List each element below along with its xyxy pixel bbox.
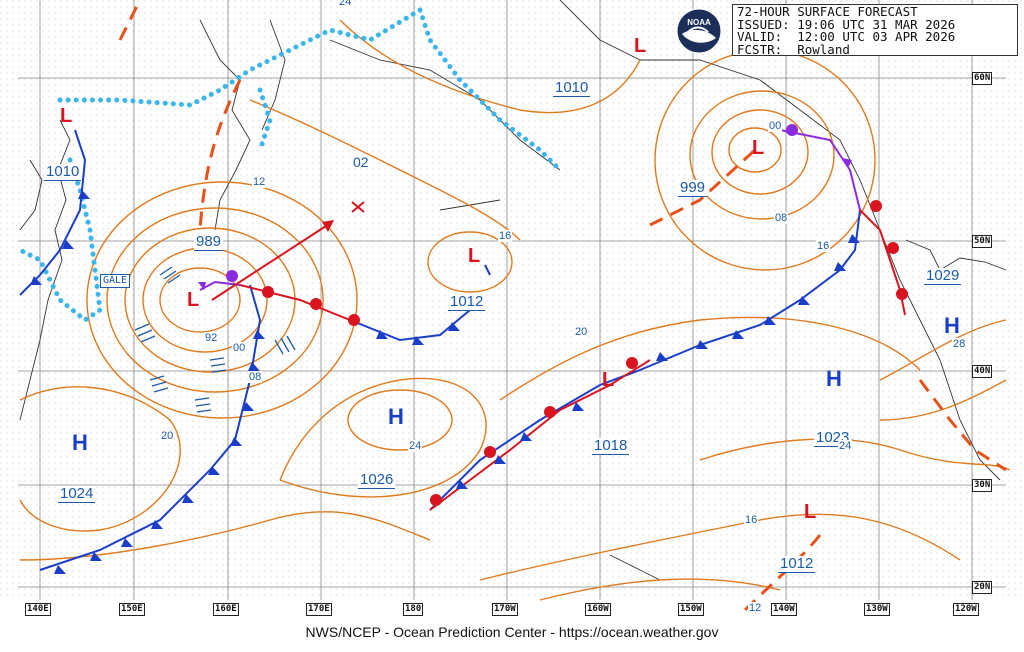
pressure-1010-west: 1010 (44, 163, 82, 181)
high-symbol-west: H (72, 430, 88, 455)
isobar-label-12-south: 12 (748, 602, 763, 614)
lon-label-160e: 160E (213, 603, 239, 616)
lon-label-150w: 150W (678, 603, 704, 616)
isobar-label-92: 92 (204, 332, 219, 344)
lat-label-60n: 60N (972, 72, 993, 85)
isobar-label-16-central: 16 (498, 230, 513, 242)
noaa-logo: NOAA (676, 8, 722, 54)
ice-edge (17, 7, 563, 324)
isobar-label-20-west: 20 (160, 430, 175, 442)
pressure-1018: 1018 (592, 437, 630, 455)
lon-label-170w: 170W (492, 603, 518, 616)
header-title: 72-HOUR SURFACE FORECAST (737, 4, 918, 19)
header-valid: VALID: 12:00 UTC 03 APR 2026 (737, 29, 956, 44)
pressure-1012-south: 1012 (778, 555, 816, 573)
coastlines (19, 0, 1007, 581)
noaa-logo-text: NOAA (687, 18, 711, 27)
lat-label-40n: 40N (972, 365, 993, 378)
isobar-label-20-central: 20 (574, 326, 589, 338)
lon-label-120w: 120W (953, 603, 979, 616)
isobar-label-00-west: 00 (232, 342, 247, 354)
header-issued: ISSUED: 19:06 UTC 31 MAR 2026 (737, 16, 956, 32)
lon-label-180: 180 (403, 603, 424, 616)
pressure-989: 989 (194, 233, 224, 251)
isobar-label-02: 02 (352, 154, 370, 170)
low-symbol-central: L (468, 245, 481, 267)
header-forecaster: FCSTR: Rowland (737, 41, 850, 57)
lon-label-140w: 140W (771, 603, 797, 616)
low-symbol-storm: L (187, 289, 200, 311)
high-symbol-central: H (388, 404, 404, 429)
isobar-label-24-east: 24 (838, 440, 853, 452)
isobar-label-08-west: 08 (248, 371, 263, 383)
low-symbol-west: L (60, 105, 73, 127)
isobar-label-12-west: 12 (252, 176, 267, 188)
low-symbol-south: L (804, 501, 817, 523)
front-symbols (30, 124, 908, 574)
pressure-1012-central: 1012 (448, 293, 486, 311)
pressure-1010-north: 1010 (553, 79, 591, 97)
pressure-1026: 1026 (358, 471, 396, 489)
lon-label-160w: 160W (585, 603, 611, 616)
occluded-fronts (199, 129, 861, 291)
lon-label-130w: 130W (864, 603, 890, 616)
wind-barbs (134, 266, 296, 413)
pressure-1029: 1029 (924, 267, 962, 285)
pressure-999: 999 (678, 179, 708, 197)
isobar-label-08-east: 08 (774, 212, 789, 224)
lat-label-50n: 50N (972, 235, 993, 248)
low-symbol-gulf: L (752, 137, 765, 159)
isobars (19, 19, 1011, 601)
low-symbol-frontal: L (602, 369, 615, 391)
lon-label-150e: 150E (119, 603, 145, 616)
lat-lon-grid (18, 0, 1006, 600)
forecast-header: 72-HOUR SURFACE FORECAST ISSUED: 19:06 U… (732, 4, 1018, 56)
gale-warning-label: GALE (100, 274, 131, 288)
low-symbol-north: L (634, 35, 647, 57)
lat-label-30n: 30N (972, 479, 993, 492)
high-symbol-coast: H (944, 313, 960, 338)
footer-credit: NWS/NCEP - Ocean Prediction Center - htt… (305, 624, 719, 640)
isobar-label-16-east: 16 (816, 240, 831, 252)
lon-label-170e: 170E (306, 603, 332, 616)
isobar-label-28-east: 28 (952, 338, 967, 350)
high-symbol-east: H (826, 366, 842, 391)
storm-track-arrow (211, 201, 365, 301)
lat-label-20n: 20N (972, 581, 993, 594)
pressure-1024: 1024 (58, 485, 96, 503)
lon-label-140e: 140E (25, 603, 51, 616)
isobar-label-24-central: 24 (408, 440, 423, 452)
isobar-label-00-east: 00 (768, 120, 783, 132)
isobar-label-16-south: 16 (744, 514, 759, 526)
isobar-label-24-top: 24 (338, 0, 353, 8)
